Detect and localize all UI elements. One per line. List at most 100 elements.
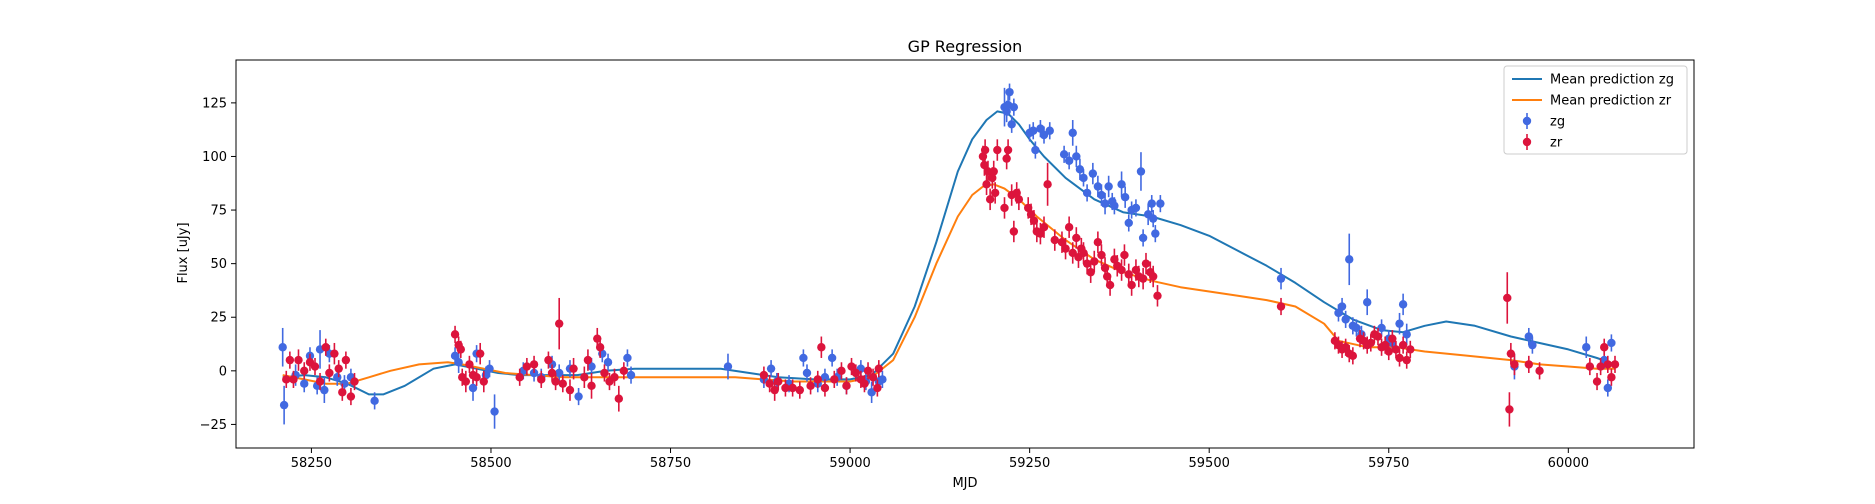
x-tick-label: 59250 (1009, 456, 1050, 471)
legend-point-swatch (1522, 137, 1532, 147)
data-point (842, 381, 851, 391)
data-point (479, 377, 488, 386)
data-point (1503, 293, 1512, 303)
data-point (1005, 87, 1014, 97)
data-point (1007, 120, 1016, 129)
axes: 58250 58500 58750 59000 59250 59500 59750 60000… (200, 59, 1695, 471)
data-point (867, 388, 876, 397)
data-point (1136, 167, 1146, 176)
data-point (983, 167, 993, 176)
y-tick-label: −25 (200, 418, 227, 433)
data-point (1072, 152, 1081, 161)
data-point (1388, 334, 1397, 343)
data-point (320, 385, 329, 395)
data-point (1117, 265, 1126, 275)
data-point (1029, 126, 1038, 135)
data-point (1348, 351, 1358, 361)
data-point (820, 373, 830, 382)
data-point (1079, 173, 1088, 183)
data-point (1596, 362, 1605, 371)
data-point (1510, 360, 1519, 369)
data-point (1036, 124, 1045, 133)
plot-area (278, 83, 1620, 429)
legend-label: zg (1550, 115, 1565, 130)
data-point (626, 370, 636, 380)
data-point (1524, 360, 1534, 369)
data-point (802, 368, 812, 378)
data-point (1607, 373, 1616, 382)
data-point (1009, 102, 1019, 112)
data-point (325, 368, 334, 378)
data-point (1120, 250, 1129, 260)
data-point (450, 351, 460, 361)
data-point (1148, 272, 1158, 281)
series-line-1 (282, 183, 1615, 385)
data-point (1341, 343, 1350, 352)
data-point (300, 366, 309, 376)
data-point (461, 377, 471, 386)
data-point (982, 180, 991, 189)
data-point (985, 195, 995, 204)
data-point (278, 343, 287, 352)
data-point (827, 353, 837, 363)
legend-point-swatch (1522, 116, 1532, 126)
data-point (1607, 338, 1616, 348)
data-point (334, 364, 343, 373)
data-point (813, 375, 822, 384)
data-point (465, 360, 474, 369)
data-point (723, 362, 733, 371)
data-point (1391, 345, 1401, 354)
data-point (583, 355, 593, 365)
data-point (830, 375, 839, 384)
x-tick-label: 58750 (650, 456, 691, 471)
data-point (781, 383, 790, 393)
data-point (990, 188, 1000, 198)
data-point (595, 343, 605, 352)
data-point (341, 355, 351, 365)
data-point (1600, 343, 1609, 352)
data-point (490, 407, 499, 416)
legend-label: Mean prediction zr (1550, 94, 1672, 109)
data-point (623, 353, 632, 363)
data-point (1082, 259, 1092, 268)
data-point (580, 373, 589, 382)
data-point (1097, 190, 1106, 200)
data-point (1068, 128, 1077, 138)
data-point (847, 362, 856, 371)
data-point (1064, 156, 1074, 165)
data-point (1341, 315, 1350, 324)
data-point (1384, 347, 1393, 356)
data-point (1402, 330, 1411, 339)
data-point (1043, 180, 1052, 189)
data-point (1345, 255, 1354, 264)
data-point (1395, 319, 1404, 328)
data-point (1057, 238, 1067, 247)
data-point (1039, 223, 1049, 232)
data-point (1585, 362, 1595, 371)
data-point (774, 377, 783, 386)
data-point (817, 343, 826, 352)
data-point (544, 355, 553, 365)
data-point (1373, 332, 1383, 341)
data-point (1000, 203, 1009, 213)
data-point (1610, 360, 1620, 369)
data-point (874, 364, 884, 373)
data-point (1276, 302, 1286, 311)
data-point (310, 362, 320, 371)
x-tick-label: 58250 (291, 456, 332, 471)
data-point (551, 377, 560, 386)
data-point (1363, 298, 1372, 307)
data-point (600, 368, 609, 378)
y-tick-label: 100 (202, 150, 227, 165)
data-point (1093, 238, 1103, 247)
data-point (1524, 332, 1534, 341)
series-zr (282, 139, 1620, 427)
data-point (1031, 145, 1040, 155)
data-point (468, 383, 478, 393)
data-point (795, 385, 805, 395)
data-point (1003, 145, 1013, 155)
data-point (1064, 223, 1074, 232)
data-point (1148, 214, 1158, 223)
data-point (1535, 366, 1544, 376)
